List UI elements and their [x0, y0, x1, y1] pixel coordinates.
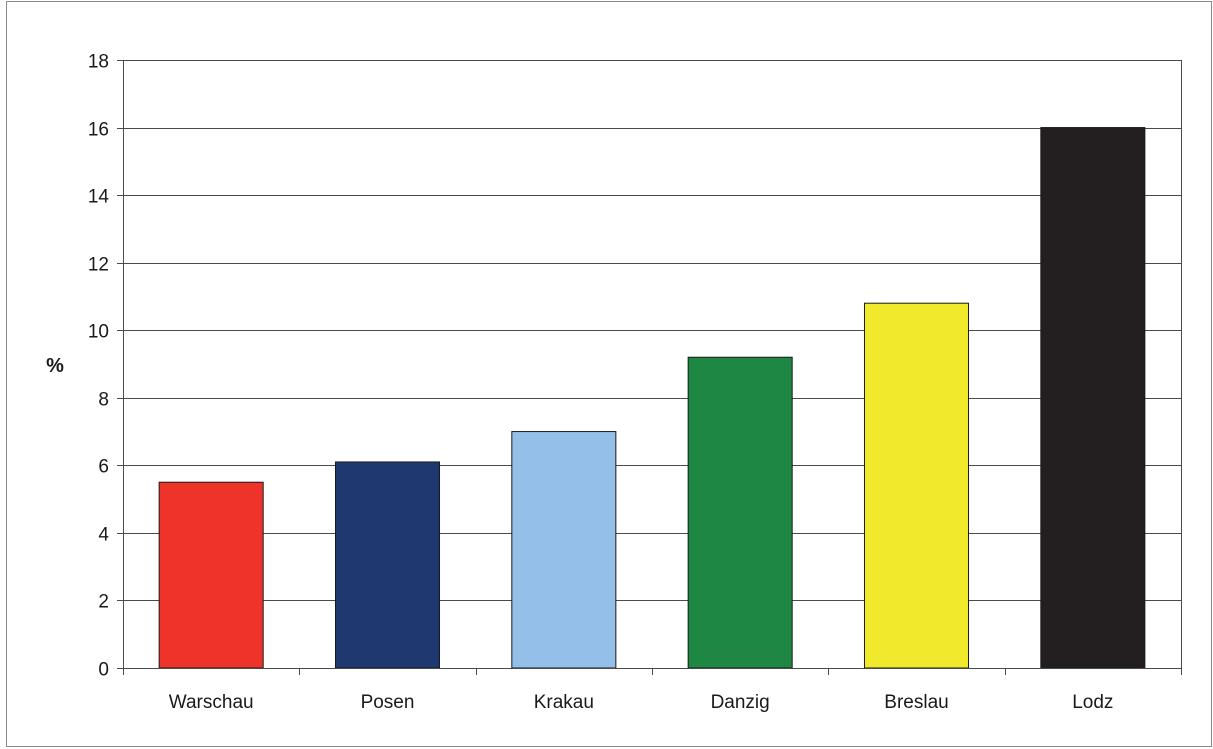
y-tick-label: 14	[88, 187, 110, 208]
y-tick-label: 10	[88, 322, 109, 343]
y-tick-label: 12	[88, 255, 109, 276]
bar-danzig	[687, 356, 793, 669]
axes	[117, 60, 1182, 675]
x-tick-label: Lodz	[1072, 692, 1113, 713]
x-tick-label: Krakau	[534, 692, 594, 713]
bar-breslau	[863, 302, 970, 669]
y-tick-labels: 0 2 4 6 8 10 12 14 16 18	[88, 52, 110, 681]
y-tick-label: 16	[88, 120, 109, 141]
y-tick-label: 18	[88, 52, 109, 73]
bar-warschau	[158, 481, 264, 669]
bars	[158, 127, 1146, 669]
y-tick-label: 6	[98, 457, 109, 478]
y-tick-label: 4	[98, 525, 109, 546]
x-tick-labels: Warschau Posen Krakau Danzig Breslau Lodz	[169, 692, 1114, 713]
gridlines	[123, 60, 1181, 601]
bar-krakau	[511, 431, 617, 669]
x-tick-label: Posen	[361, 692, 415, 713]
y-tick-label: 8	[98, 390, 109, 411]
x-tick-label: Warschau	[169, 692, 254, 713]
y-tick-label: 0	[98, 660, 109, 681]
x-tick-label: Breslau	[884, 692, 948, 713]
y-tick-label: 2	[98, 592, 109, 613]
bar-posen	[334, 461, 441, 669]
x-tick-label: Danzig	[711, 692, 770, 713]
bar-lodz	[1040, 127, 1146, 669]
y-axis-label: %	[46, 355, 64, 377]
